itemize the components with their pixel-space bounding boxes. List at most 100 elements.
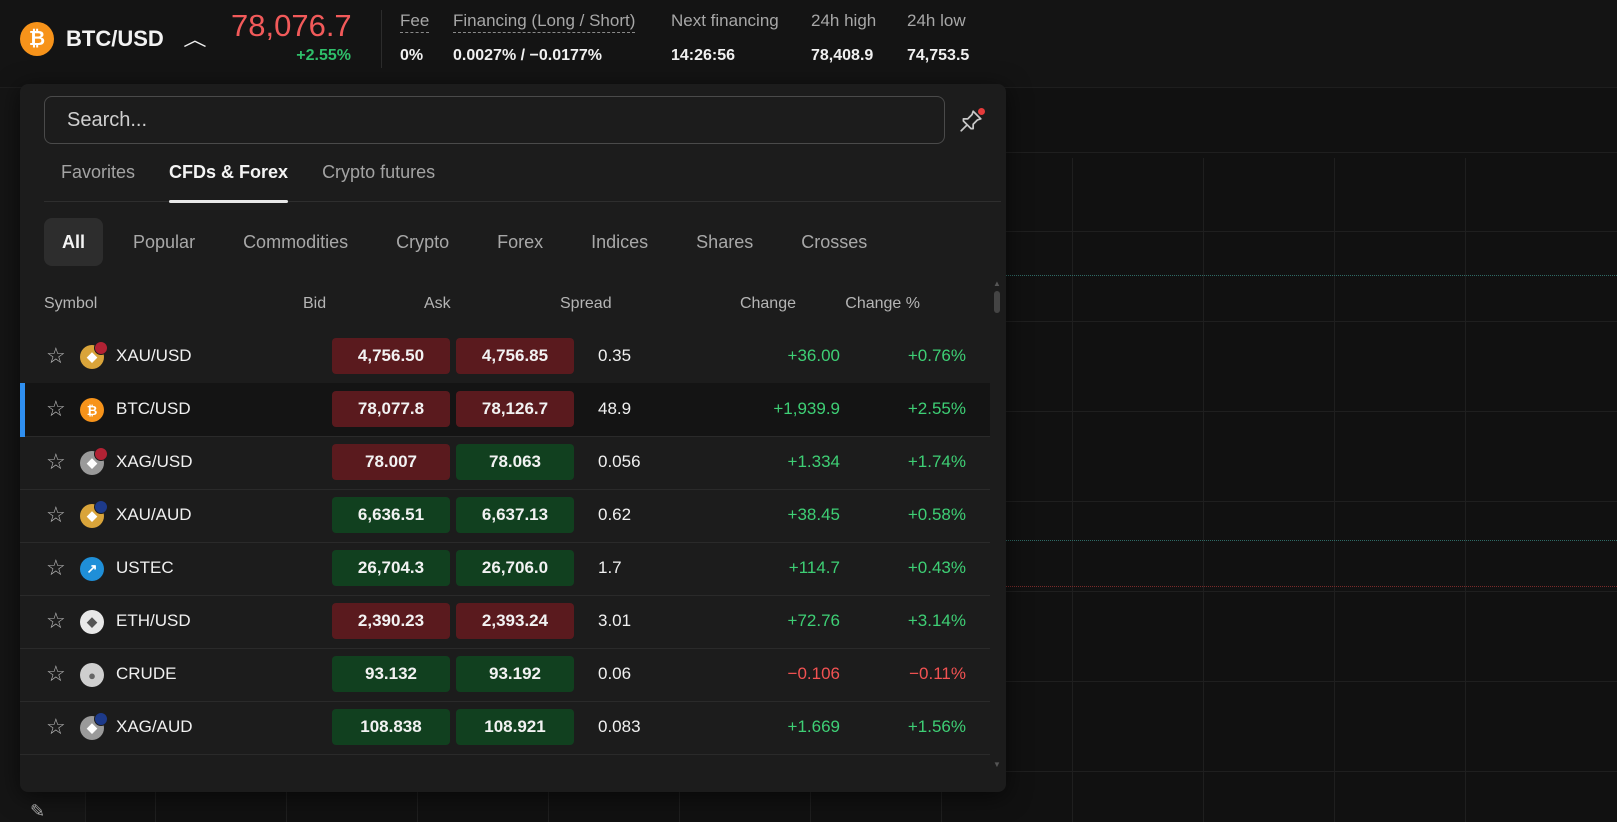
scroll-down-icon[interactable]: ▼ <box>993 760 1001 769</box>
column-header-change[interactable]: Change <box>739 295 796 312</box>
favorite-star-icon[interactable]: ☆ <box>46 449 66 474</box>
table-row[interactable]: ☆ ◆ XAG/USD 78.007 78.063 0.056 +1.334 +1.74% <box>20 436 990 490</box>
bid-price-button[interactable]: 4,756.50 <box>332 338 450 374</box>
column-header-bid[interactable]: Bid <box>303 295 327 312</box>
category-forex[interactable]: Forex <box>497 232 544 252</box>
row-change: +72.76 <box>787 611 840 630</box>
bid-price-button[interactable]: 108.838 <box>332 709 450 745</box>
table-row[interactable]: ☆ ● CRUDE 93.132 93.192 0.06 −0.106 −0.11% <box>20 648 990 702</box>
ask-price-button[interactable]: 108.921 <box>456 709 574 745</box>
category-all[interactable]: All <box>44 218 104 266</box>
price-level-line <box>1000 586 1617 587</box>
tab-crypto-futures[interactable]: Crypto futures <box>322 162 436 182</box>
row-symbol: XAU/AUD <box>116 505 192 524</box>
table-row[interactable]: ☆ ◆ XAU/AUD 6,636.51 6,637.13 0.62 +38.45 +0.58… <box>20 489 990 543</box>
favorite-star-icon[interactable]: ☆ <box>46 714 66 739</box>
category-commodities[interactable]: Commodities <box>243 232 349 252</box>
oil-drop-icon: ● <box>80 663 104 687</box>
row-spread: 0.06 <box>598 664 632 683</box>
bid-price-button[interactable]: 2,390.23 <box>332 603 450 639</box>
bid-price-button[interactable]: 78,077.8 <box>332 391 450 427</box>
category-crypto[interactable]: Crypto <box>396 232 450 252</box>
category-popular[interactable]: Popular <box>133 232 196 252</box>
bitcoin-icon: ₿ <box>80 398 104 422</box>
gold-icon: ◆ <box>80 341 108 369</box>
favorite-star-icon[interactable]: ☆ <box>46 555 66 580</box>
stat-value: 78,408.9 <box>811 47 874 64</box>
column-header-change-percent[interactable]: Change % <box>845 295 920 312</box>
column-header-spread[interactable]: Spread <box>560 295 612 312</box>
ask-price-button[interactable]: 78,126.7 <box>456 391 574 427</box>
row-spread: 0.62 <box>598 505 632 524</box>
row-change-percent: +1.56% <box>907 717 966 736</box>
ask-price-button[interactable]: 2,393.24 <box>456 603 574 639</box>
symbol-title: BTC/USD <box>66 26 164 51</box>
divider <box>381 10 382 68</box>
symbol-selector-button[interactable]: ₿ BTC/USD ︿ <box>20 19 206 59</box>
silver-icon: ◆ <box>80 447 108 475</box>
bid-price-button[interactable]: 78.007 <box>332 444 450 480</box>
favorite-star-icon[interactable]: ☆ <box>46 661 66 686</box>
stat-label[interactable]: Fee <box>400 11 430 33</box>
row-change-percent: +2.55% <box>907 399 966 418</box>
ask-price-button[interactable]: 78.063 <box>456 444 574 480</box>
favorite-star-icon[interactable]: ☆ <box>46 502 66 527</box>
last-price: 78,076.7 <box>231 8 352 43</box>
tab-cfds-forex[interactable]: CFDs & Forex <box>152 155 305 203</box>
stat-value: 74,753.5 <box>907 47 970 64</box>
pencil-icon[interactable]: ✎ <box>30 801 46 821</box>
favorite-star-icon[interactable]: ☆ <box>46 396 66 421</box>
table-row[interactable]: ☆ ◆ ETH/USD 2,390.23 2,393.24 3.01 +72.76 +3.14… <box>20 595 990 649</box>
ask-price-button[interactable]: 93.192 <box>456 656 574 692</box>
row-change: +38.45 <box>787 505 840 524</box>
row-spread: 48.9 <box>598 399 632 418</box>
tab-favorites[interactable]: Favorites <box>61 162 136 182</box>
row-spread: 1.7 <box>598 558 622 577</box>
table-header: Symbol Bid Ask Spread Change Change % <box>20 289 980 319</box>
table-row[interactable]: ☆ ₿ BTC/USD 78,077.8 78,126.7 48.9 +1,939.9 +2.… <box>20 383 990 437</box>
table-row[interactable]: ☆ ◆ XAU/USD 4,756.50 4,756.85 0.35 +36.00 +0.76… <box>20 330 990 384</box>
row-symbol: USTEC <box>116 558 174 577</box>
table-row[interactable]: ☆ ◆ XAG/AUD 108.838 108.921 0.083 +1.669 +1.56% <box>20 701 990 755</box>
stat-value: 14:26:56 <box>671 47 736 64</box>
flag-icon <box>94 341 108 355</box>
instrument-list: ☆ ◆ XAU/USD 4,756.50 4,756.85 0.35 +36.00 +0.76… <box>20 330 990 778</box>
row-change: +1.334 <box>787 452 840 471</box>
category-indices[interactable]: Indices <box>591 232 649 252</box>
scrollbar[interactable]: ▲ ▼ <box>992 279 1002 769</box>
ask-price-button[interactable]: 26,706.0 <box>456 550 574 586</box>
pin-icon[interactable] <box>958 108 984 134</box>
favorite-star-icon[interactable]: ☆ <box>46 608 66 633</box>
row-change-percent: +0.76% <box>907 346 966 365</box>
category-crosses[interactable]: Crosses <box>801 232 868 252</box>
favorite-star-icon[interactable]: ☆ <box>46 343 66 368</box>
column-header-ask[interactable]: Ask <box>424 295 451 312</box>
row-symbol: BTC/USD <box>116 399 191 418</box>
bid-price-button[interactable]: 93.132 <box>332 656 450 692</box>
bitcoin-icon: ₿ <box>20 22 54 56</box>
row-change-percent: −0.11% <box>909 664 966 683</box>
scroll-up-icon[interactable]: ▲ <box>993 279 1001 288</box>
scrollbar-thumb[interactable] <box>994 291 1000 313</box>
category-shares[interactable]: Shares <box>696 232 754 252</box>
bid-price-button[interactable]: 6,636.51 <box>332 497 450 533</box>
row-change: +36.00 <box>787 346 840 365</box>
category-filter: All Popular Commodities Crypto Forex Ind… <box>44 218 891 266</box>
bid-price-button[interactable]: 26,704.3 <box>332 550 450 586</box>
search-input[interactable] <box>44 96 945 144</box>
row-spread: 0.35 <box>598 346 632 365</box>
ask-price-button[interactable]: 6,637.13 <box>456 497 574 533</box>
flag-icon <box>94 712 108 726</box>
row-change: −0.106 <box>787 664 840 683</box>
row-change: +1,939.9 <box>773 399 840 418</box>
table-row[interactable]: ☆ ↗ USTEC 26,704.3 26,706.0 1.7 +114.7 +0.43% <box>20 542 990 596</box>
ask-price-button[interactable]: 4,756.85 <box>456 338 574 374</box>
stat-value: 0% <box>400 47 424 64</box>
silver-icon: ◆ <box>80 712 108 740</box>
index-icon: ↗ <box>80 557 104 581</box>
row-symbol: XAU/USD <box>116 346 192 365</box>
stat-label[interactable]: Financing (Long / Short) <box>453 11 636 33</box>
row-symbol: XAG/AUD <box>116 717 193 736</box>
stat-label: 24h low <box>907 11 966 30</box>
column-header-symbol[interactable]: Symbol <box>44 295 98 312</box>
